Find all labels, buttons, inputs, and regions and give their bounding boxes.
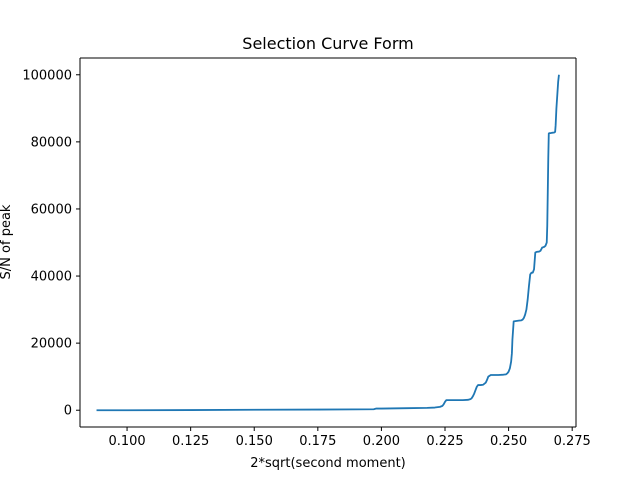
x-axis: 0.100 0.125 0.150 0.175 0.200 0.225 0.250 0.275 xyxy=(108,427,591,449)
y-tick-label: 60000 xyxy=(31,202,72,217)
y-tick-label: 100000 xyxy=(22,68,72,83)
x-tick-label: 0.250 xyxy=(490,434,527,449)
x-tick-label: 0.200 xyxy=(363,434,400,449)
x-tick-label: 0.125 xyxy=(172,434,209,449)
plot-area xyxy=(79,57,577,428)
x-tick-label: 0.175 xyxy=(299,434,336,449)
x-tick-label: 0.225 xyxy=(426,434,463,449)
series-line-0 xyxy=(96,74,560,412)
y-axis-label: S/N of peak xyxy=(0,204,14,279)
chart-title: Selection Curve Form xyxy=(242,34,413,53)
x-tick-label: 0.100 xyxy=(108,434,145,449)
x-axis-label: 2*sqrt(second moment) xyxy=(250,456,406,471)
x-tick-label: 0.275 xyxy=(554,434,591,449)
y-tick-label: 20000 xyxy=(31,337,72,352)
y-axis: 0 20000 40000 60000 80000 100000 xyxy=(22,68,80,419)
y-tick-label: 40000 xyxy=(31,270,72,285)
x-tick-label: 0.150 xyxy=(236,434,273,449)
y-tick-label: 80000 xyxy=(31,135,72,150)
y-tick-label: 0 xyxy=(64,404,72,419)
